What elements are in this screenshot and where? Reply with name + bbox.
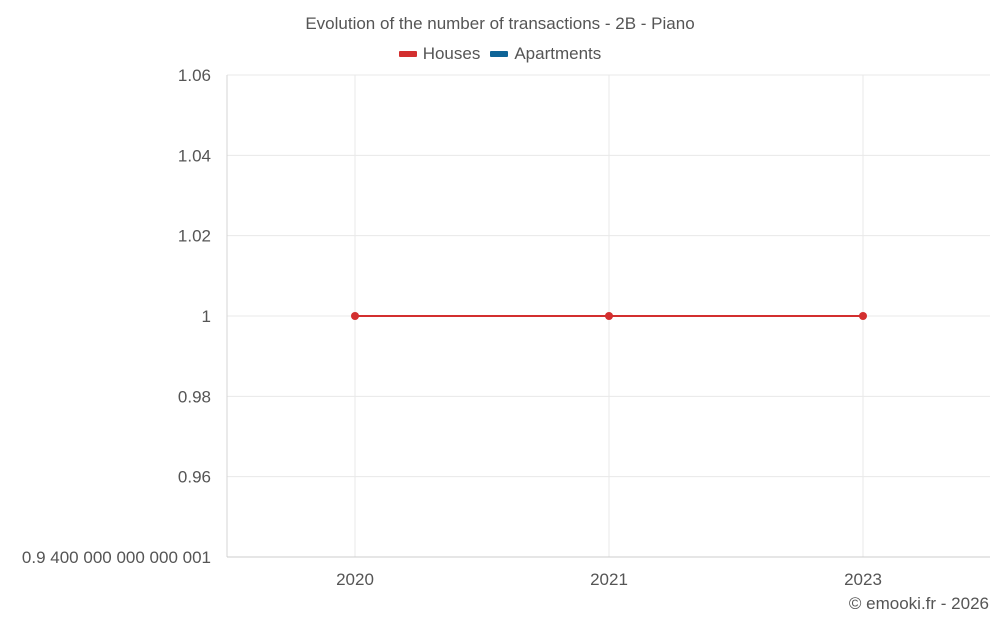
data-point-houses [351,312,359,320]
legend-label-apartments: Apartments [514,44,602,63]
y-tick-label: 0.9 400 000 000 000 001 [22,548,211,567]
chart-title: Evolution of the number of transactions … [305,14,695,33]
legend-swatch-houses [398,51,417,57]
legend-item-apartments[interactable]: Apartments [490,44,601,64]
y-tick-label: 1.06 [178,66,211,85]
credit-text: © emooki.fr - 2026 [848,594,989,613]
data-point-houses [859,312,867,320]
legend-item-houses[interactable]: Houses [398,44,481,64]
y-tick-label: 0.98 [178,387,211,406]
legend-swatch-apartments [490,51,509,57]
x-tick-label: 2020 [336,570,374,589]
y-tick-label: 0.96 [178,468,211,487]
legend-label-houses: Houses [422,44,481,63]
legend: Houses Apartments [0,44,1000,64]
x-tick-label: 2023 [844,570,882,589]
y-tick-label: 1.02 [178,227,211,246]
y-tick-label: 1.04 [178,146,211,165]
y-tick-label: 1 [202,307,211,326]
x-tick-label: 2021 [590,570,628,589]
data-point-houses [605,312,613,320]
